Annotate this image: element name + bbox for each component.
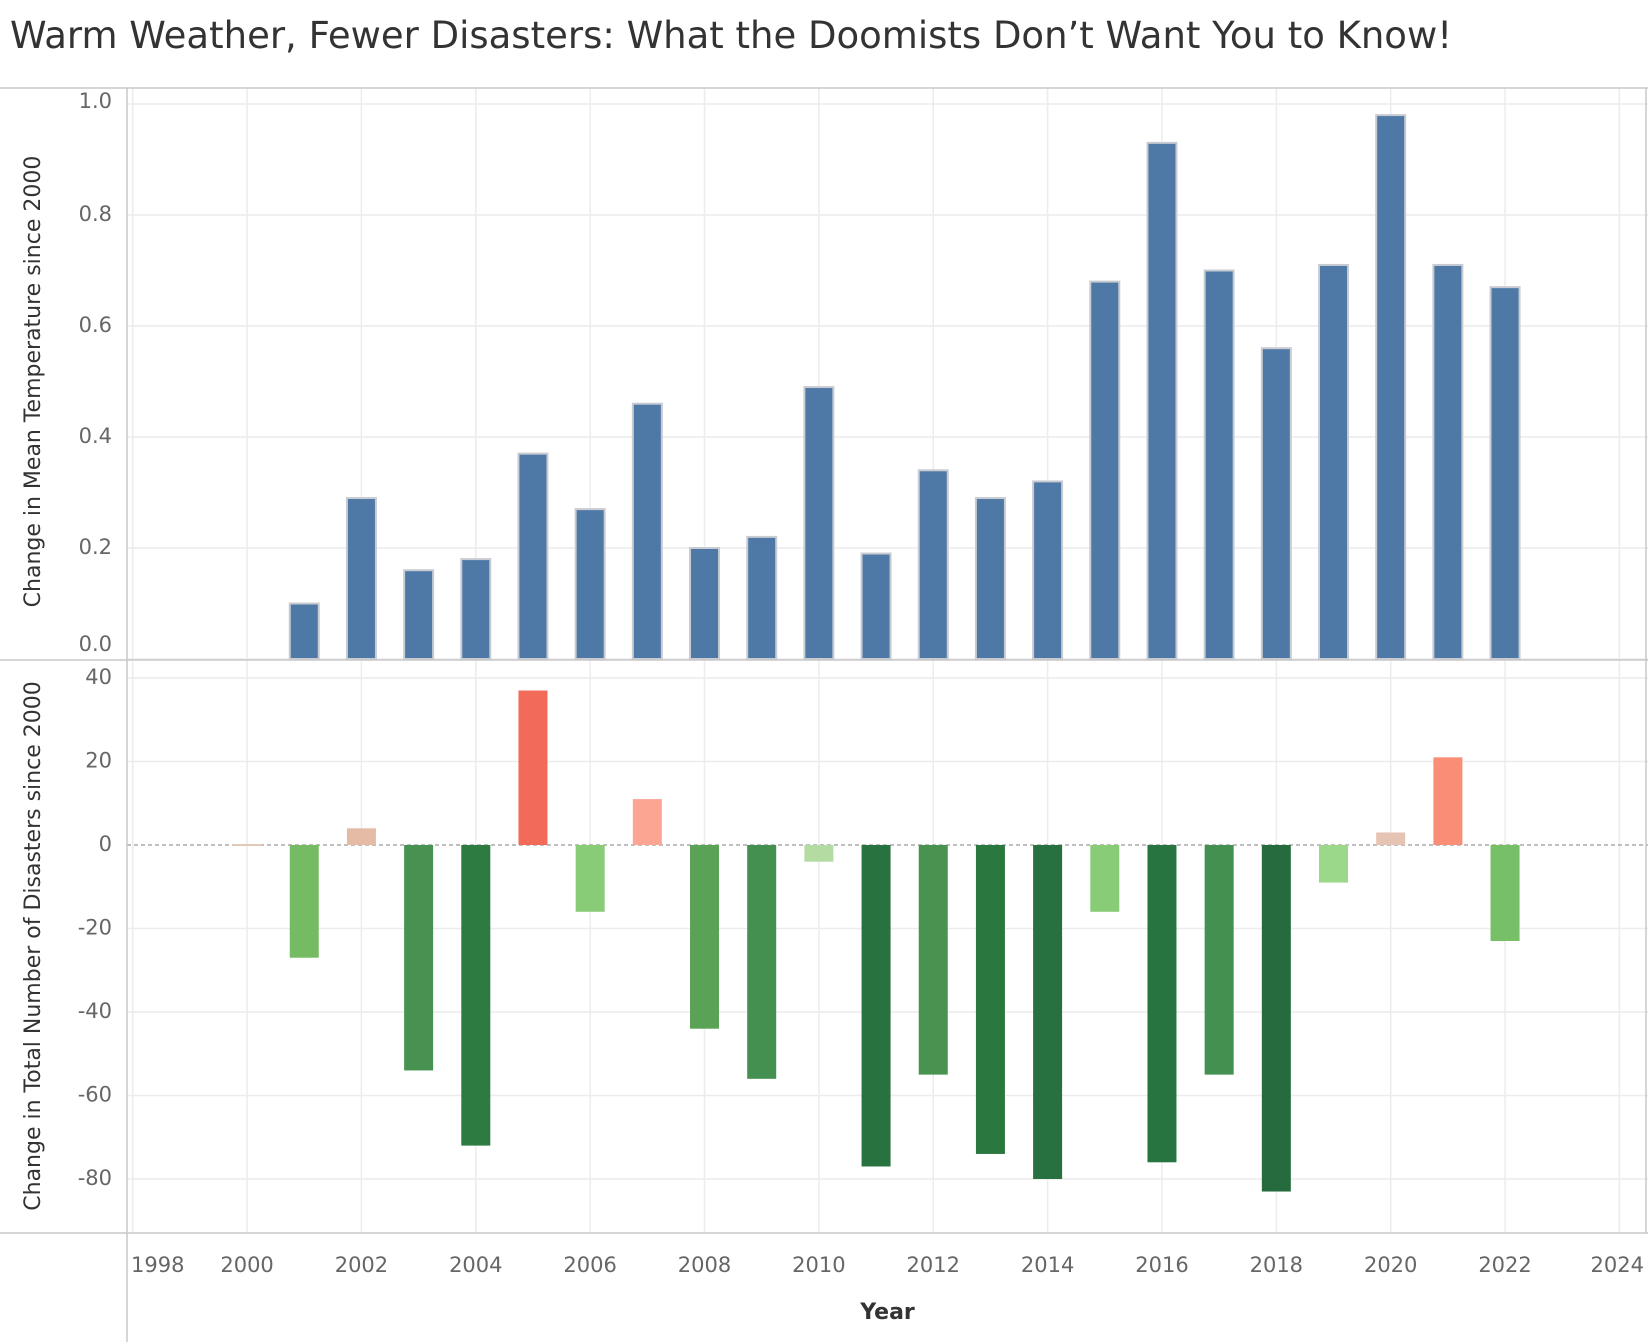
disaster-bar[interactable]: [1319, 845, 1349, 883]
temperature-bar[interactable]: [689, 547, 721, 660]
temperature-bar[interactable]: [917, 469, 949, 660]
bottom-y-axis-title: Change in Total Number of Disasters sinc…: [21, 681, 46, 1210]
x-tick-label: 2002: [335, 1253, 388, 1277]
top-y-tick-label: 0.4: [79, 424, 112, 448]
x-tick-label: 2010: [792, 1253, 845, 1277]
disaster-bar[interactable]: [232, 844, 262, 846]
bottom-y-tick-label: -20: [78, 916, 112, 940]
disaster-bar[interactable]: [1204, 845, 1234, 1075]
bottom-y-tick-label: -80: [78, 1166, 112, 1190]
top-y-axis-title: Change in Mean Temperature since 2000: [21, 156, 46, 608]
disaster-bar[interactable]: [690, 845, 720, 1029]
x-tick-label: 2014: [1021, 1253, 1074, 1277]
temperature-bar[interactable]: [1203, 269, 1235, 660]
temperature-bar[interactable]: [860, 552, 892, 660]
temperature-bar[interactable]: [1260, 347, 1292, 660]
disaster-bar[interactable]: [289, 845, 319, 958]
x-tick-label: 2004: [449, 1253, 502, 1277]
disaster-bar[interactable]: [1433, 757, 1463, 845]
top-y-tick-label: 0.0: [79, 632, 112, 656]
top-y-ticks: 0.0 0.2 0.4 0.6 0.8 1.0: [79, 89, 112, 656]
bottom-bars: [232, 690, 1520, 1192]
disaster-bar[interactable]: [804, 845, 834, 862]
temperature-bar[interactable]: [1089, 280, 1121, 660]
top-y-tick-label: 1.0: [79, 89, 112, 113]
disaster-bar[interactable]: [518, 690, 548, 845]
disaster-bar[interactable]: [918, 845, 948, 1075]
temperature-bar[interactable]: [1489, 286, 1521, 660]
disaster-bar[interactable]: [404, 845, 434, 1071]
x-axis-title: Year: [859, 1300, 915, 1325]
disaster-bar[interactable]: [575, 845, 605, 912]
x-tick-label: 2012: [907, 1253, 960, 1277]
temperature-bar[interactable]: [1432, 263, 1464, 660]
top-y-tick-label: 0.6: [79, 313, 112, 337]
temperature-bar[interactable]: [403, 569, 435, 661]
disaster-bar[interactable]: [747, 845, 777, 1079]
bottom-y-tick-label: -60: [78, 1083, 112, 1107]
temperature-bar[interactable]: [460, 558, 492, 660]
x-tick-label: 2018: [1250, 1253, 1303, 1277]
temperature-bar[interactable]: [746, 535, 778, 661]
x-tick-label: 2022: [1478, 1253, 1531, 1277]
bottom-y-tick-label: 20: [85, 749, 112, 773]
disaster-bar[interactable]: [632, 799, 662, 845]
temperature-bar[interactable]: [1032, 480, 1064, 660]
top-y-tick-label: 0.8: [79, 202, 112, 226]
top-bars: [288, 114, 1521, 661]
x-tick-label: 2020: [1364, 1253, 1417, 1277]
bottom-y-tick-label: -40: [78, 999, 112, 1023]
temperature-bar[interactable]: [974, 497, 1006, 660]
x-tick-label: 2000: [220, 1253, 273, 1277]
disaster-bar[interactable]: [1033, 845, 1063, 1179]
x-ticks: 1998 2000 2002 2004 2006 2008 2010 2012 2014 2016…: [131, 1253, 1644, 1277]
temperature-bar[interactable]: [1146, 141, 1178, 661]
temperature-bar[interactable]: [803, 386, 835, 660]
panel-frames: [0, 87, 1648, 1342]
disaster-bar[interactable]: [1490, 845, 1520, 942]
temperature-bar[interactable]: [1375, 114, 1407, 661]
temperature-bar[interactable]: [1318, 263, 1350, 660]
bottom-y-tick-label: 40: [85, 665, 112, 689]
disaster-bar[interactable]: [861, 845, 891, 1167]
x-tick-label: 2024: [1591, 1253, 1644, 1277]
disaster-bar[interactable]: [461, 845, 491, 1146]
temperature-bar[interactable]: [574, 508, 606, 660]
x-tick-label: 2016: [1135, 1253, 1188, 1277]
temperature-bar[interactable]: [631, 402, 663, 661]
bottom-panel: -80 -60 -40 -20 0 20 40 Change in Total Number…: [21, 660, 1648, 1233]
x-tick-label: 1998: [131, 1253, 184, 1277]
x-axis: 1998 2000 2002 2004 2006 2008 2010 2012 2014 2016…: [131, 1253, 1644, 1325]
top-y-tick-label: 0.2: [79, 535, 112, 559]
temperature-bar[interactable]: [517, 452, 549, 660]
disaster-bar[interactable]: [1147, 845, 1177, 1163]
chart-title: Warm Weather, Fewer Disasters: What the …: [10, 14, 1453, 57]
disaster-bar[interactable]: [346, 828, 376, 845]
x-tick-label: 2008: [678, 1253, 731, 1277]
disaster-bar[interactable]: [1376, 832, 1406, 845]
disaster-bar[interactable]: [1090, 845, 1120, 912]
bottom-y-ticks: -80 -60 -40 -20 0 20 40: [78, 665, 112, 1190]
bottom-y-tick-label: 0: [99, 832, 112, 856]
disaster-bar[interactable]: [1261, 845, 1291, 1192]
top-panel: 0.0 0.2 0.4 0.6 0.8 1.0 Change in Mean Temper…: [21, 88, 1648, 661]
disaster-bar[interactable]: [975, 845, 1005, 1154]
temperature-bar[interactable]: [345, 497, 377, 660]
x-tick-label: 2006: [563, 1253, 616, 1277]
temperature-bar[interactable]: [288, 602, 320, 660]
